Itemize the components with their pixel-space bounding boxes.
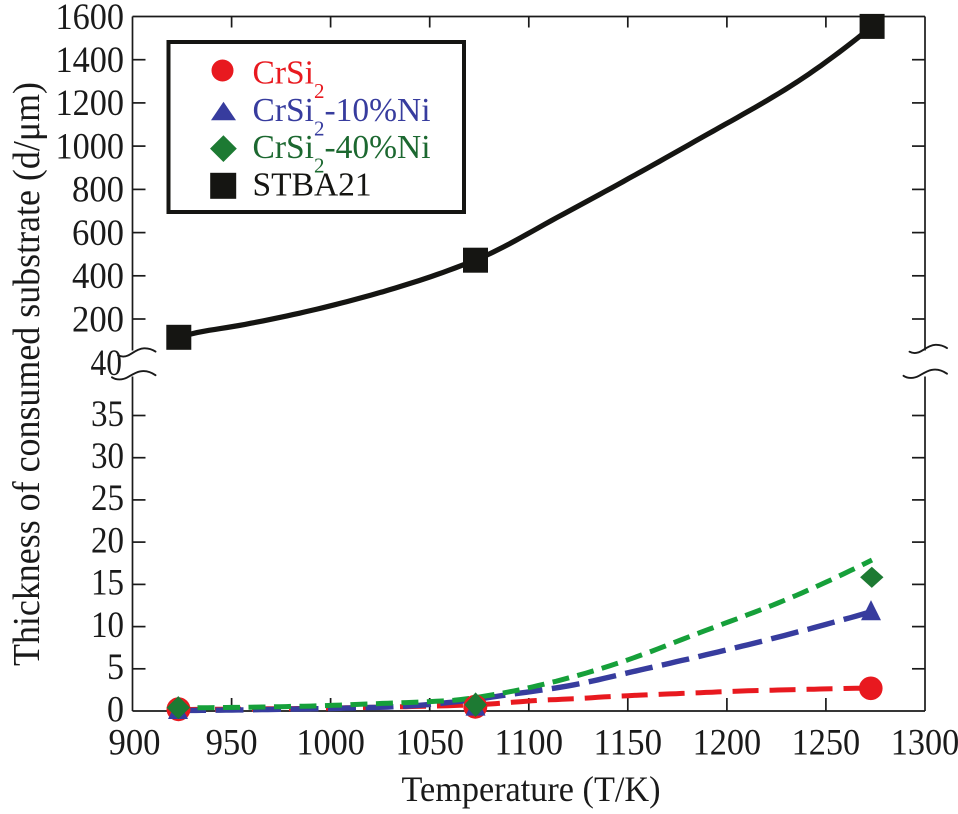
svg-text:STBA21: STBA21 [253,167,372,204]
svg-text:950: 950 [206,723,258,764]
svg-text:1300: 1300 [891,723,958,764]
svg-text:400: 400 [72,256,124,297]
svg-text:0: 0 [107,689,124,730]
svg-text:200: 200 [72,299,124,340]
svg-text:Thickness of consumed substrat: Thickness of consumed substrate (d/μm) [6,82,48,666]
svg-text:1100: 1100 [495,723,564,764]
svg-text:800: 800 [72,170,124,211]
svg-text:1200: 1200 [693,723,762,764]
svg-text:1000: 1000 [296,723,365,764]
svg-text:15: 15 [91,563,124,604]
svg-text:1200: 1200 [56,83,125,124]
svg-text:25: 25 [91,478,124,519]
svg-text:40: 40 [91,343,123,384]
svg-text:900: 900 [109,723,161,764]
svg-text:5: 5 [107,647,124,688]
svg-text:Temperature (T/K): Temperature (T/K) [402,769,661,809]
svg-text:1600: 1600 [56,0,125,38]
svg-text:1250: 1250 [792,723,861,764]
svg-text:20: 20 [91,520,124,561]
svg-text:600: 600 [72,213,124,254]
svg-text:10: 10 [91,605,124,646]
svg-text:30: 30 [91,436,124,477]
svg-text:1150: 1150 [594,723,663,764]
svg-text:1000: 1000 [56,126,125,167]
svg-text:1400: 1400 [56,40,125,81]
svg-text:1050: 1050 [395,723,464,764]
svg-text:35: 35 [91,394,124,435]
